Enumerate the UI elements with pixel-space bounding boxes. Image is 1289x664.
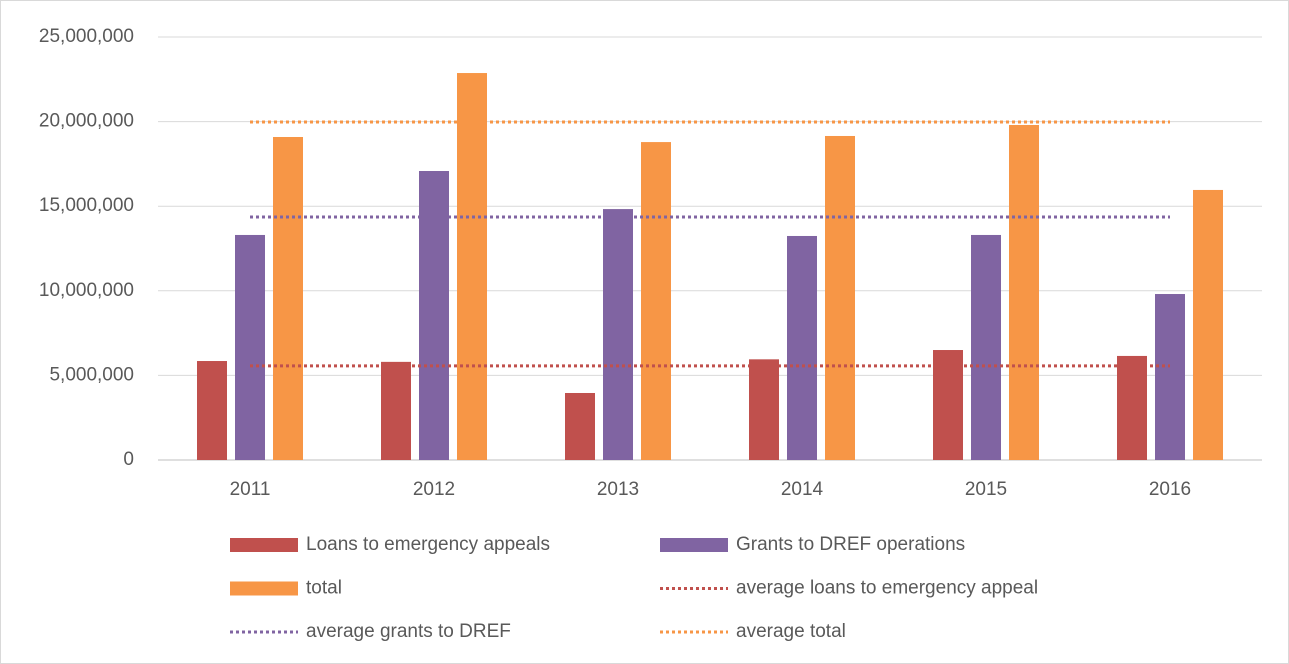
bar — [971, 234, 1001, 460]
bar — [1117, 355, 1147, 460]
legend-label: Grants to DREF operations — [736, 534, 965, 555]
x-tick-label: 2012 — [413, 479, 455, 500]
bar — [235, 234, 265, 460]
x-tick-label: 2013 — [597, 479, 639, 500]
bar — [197, 361, 227, 460]
y-tick-label: 0 — [123, 449, 134, 470]
x-tick-label: 2011 — [230, 479, 271, 500]
bar — [641, 142, 671, 461]
x-tick-label: 2016 — [1149, 479, 1191, 500]
legend-label: average total — [736, 621, 846, 642]
bar — [1193, 189, 1223, 461]
bar — [565, 392, 595, 460]
y-tick-label: 25,000,000 — [39, 26, 134, 47]
legend-label: average grants to DREF — [306, 621, 511, 642]
x-tick-label: 2014 — [781, 479, 824, 500]
y-tick-label: 20,000,000 — [39, 111, 134, 132]
bar — [787, 235, 817, 460]
bar — [457, 73, 487, 460]
legend-swatch — [660, 538, 728, 552]
bar — [825, 135, 855, 460]
legend-label: total — [306, 578, 342, 599]
legend-label: Loans to emergency appeals — [306, 534, 550, 555]
legend-label: average loans to emergency appeal — [736, 578, 1038, 599]
y-tick-label: 10,000,000 — [39, 280, 134, 301]
bar — [1009, 124, 1039, 460]
legend-swatch — [230, 538, 298, 552]
bar — [419, 171, 449, 460]
bar — [1155, 294, 1185, 460]
x-tick-label: 2015 — [965, 479, 1007, 500]
bar — [933, 350, 963, 460]
y-tick-label: 15,000,000 — [39, 195, 134, 216]
bar — [381, 361, 411, 460]
legend-swatch — [230, 581, 298, 596]
bar — [273, 136, 303, 460]
bar — [603, 209, 633, 460]
bar — [749, 359, 779, 460]
y-tick-label: 5,000,000 — [49, 364, 134, 385]
